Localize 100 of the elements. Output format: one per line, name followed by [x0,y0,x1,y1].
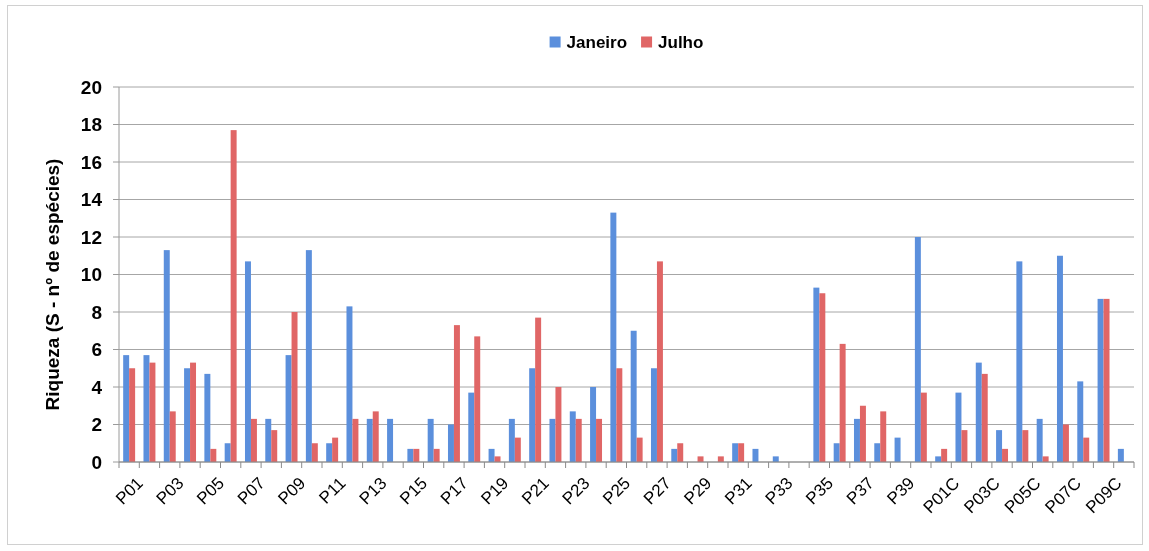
bar [326,443,333,462]
y-tick-label: 12 [80,226,102,248]
bar [839,343,846,462]
bar [738,443,745,462]
bar [305,250,312,462]
bar [285,355,292,462]
bar [996,430,1003,462]
bar [955,392,962,462]
bar [616,368,623,462]
bar [366,418,373,462]
bar [535,317,542,462]
bar [1036,418,1043,462]
bar [311,443,318,462]
bar [859,405,866,462]
x-tick-label: P27 [639,473,675,509]
x-tick-label: P29 [680,473,716,509]
bar [352,418,359,462]
legend-label: Julho [658,32,704,52]
bar [920,392,927,462]
x-tick-label: P37 [842,473,878,509]
bar [677,443,684,462]
bar [372,411,379,462]
bar [468,392,475,462]
bar [630,330,637,462]
bar [1097,298,1104,462]
bar [961,430,968,462]
bar [129,368,136,462]
bar [555,387,562,462]
bar [1062,424,1069,462]
x-tick-label: P03 [152,473,188,509]
bar [190,362,197,462]
bar [1022,430,1029,462]
bar [981,373,988,462]
x-tick-label: P05 [193,473,229,509]
y-tick-label: 10 [80,264,102,286]
bar [143,355,150,462]
bar [407,448,414,462]
bar [1117,448,1124,462]
y-tick-label: 6 [91,339,102,361]
x-tick-label: P31 [721,473,756,509]
bar [149,362,156,462]
bar [596,418,603,462]
y-tick-label: 16 [80,151,102,173]
bar [224,443,231,462]
bar [569,411,576,462]
y-tick-label: 18 [80,114,102,136]
bar [204,373,211,462]
bar [671,448,678,462]
bar [656,261,663,462]
y-tick-label: 8 [91,301,102,323]
x-tick-label: P15 [396,473,432,509]
x-tick-label: P39 [883,473,919,509]
bar [169,411,176,462]
bar [853,418,860,462]
bar [244,261,251,462]
bar [1103,298,1110,462]
bar [210,448,217,462]
bar [163,250,170,462]
bar [650,368,657,462]
bar [732,443,739,462]
y-tick-label: 2 [91,414,102,436]
bar [752,448,759,462]
x-tick-label: P13 [355,473,391,509]
x-tick-label: P07 [233,473,269,509]
bar [447,424,454,462]
x-tick-label: P01 [112,473,147,509]
bar [575,418,582,462]
bar [1056,255,1063,462]
bar [413,448,420,462]
bar [250,418,257,462]
bar [975,362,982,462]
x-tick-label: P19 [477,473,513,509]
bar [819,293,826,462]
x-tick-label: P09 [274,473,310,509]
y-tick-label: 14 [80,189,103,211]
bar [433,448,440,462]
bar [636,437,643,462]
bar [271,430,278,462]
x-tick-label: P17 [436,473,472,509]
legend-label: Janeiro [566,32,628,52]
bar [453,325,460,462]
bar [427,418,434,462]
bar [332,437,339,462]
y-tick-label: 20 [80,76,102,98]
bar [549,418,556,462]
bar [1083,437,1090,462]
x-tick-label: P11 [315,473,350,508]
bar [184,368,191,462]
bar [529,368,536,462]
bar [914,237,921,462]
bar [230,130,237,462]
bar [894,437,901,462]
x-tick-label: P35 [802,473,838,509]
bar [813,287,820,462]
bar [833,443,840,462]
bar [941,448,948,462]
bar [1077,381,1084,462]
bar [880,411,887,462]
x-tick-label: P33 [761,473,797,509]
bar [1002,448,1009,462]
